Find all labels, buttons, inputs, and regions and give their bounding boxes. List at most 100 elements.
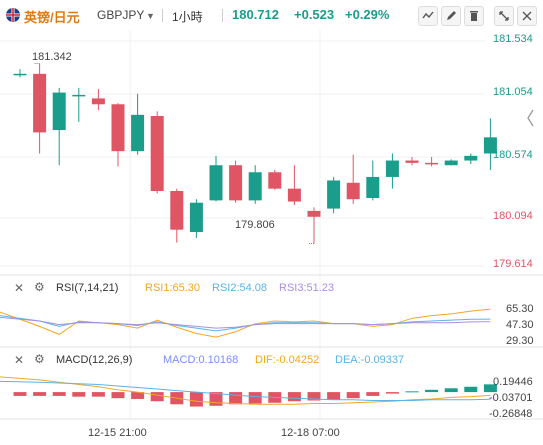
pencil-icon xyxy=(447,11,456,20)
chevron-down-icon[interactable]: ▼ xyxy=(146,11,155,21)
dif-legend: DIF:-0.04252 xyxy=(255,354,320,366)
candle-body xyxy=(327,180,341,209)
rsi-series-line xyxy=(0,316,491,329)
macd-histogram-bar xyxy=(111,392,125,399)
close-button[interactable] xyxy=(517,6,537,26)
low-annotation: 179.806 xyxy=(235,219,275,231)
price-tick: 181.054 xyxy=(493,86,533,98)
candle-body xyxy=(52,92,66,131)
settings-icon[interactable]: ⚙ xyxy=(34,352,45,366)
candle-body xyxy=(287,188,301,202)
macd-histogram-bar xyxy=(33,392,47,396)
macd-histogram-bar xyxy=(385,392,399,394)
indicator-button[interactable] xyxy=(418,6,438,26)
rsi-tick: 47.30 xyxy=(506,319,534,331)
price-change-percent: +0.29% xyxy=(345,7,390,22)
macd-tick: 0.19446 xyxy=(493,376,533,388)
price-tick: 180.574 xyxy=(493,149,533,161)
close-icon[interactable]: ✕ xyxy=(14,281,25,295)
grid-lines xyxy=(0,30,485,419)
time-tick: 12-15 21:00 xyxy=(88,427,147,439)
macd-title: MACD(12,26,9) xyxy=(56,354,133,366)
candle-body xyxy=(150,116,164,191)
trash-icon xyxy=(470,11,478,21)
candle-body xyxy=(268,172,282,189)
price-tick: 180.094 xyxy=(493,210,533,222)
macd-series-line xyxy=(0,380,491,401)
candle-body xyxy=(248,172,262,201)
candle-body xyxy=(405,160,419,163)
candle-body xyxy=(72,94,86,97)
macd-histogram-bar xyxy=(405,391,419,393)
uk-flag-icon xyxy=(6,8,20,22)
interval-selector[interactable]: 1小時 xyxy=(172,10,203,24)
candle-body xyxy=(91,98,105,105)
candles xyxy=(13,63,497,244)
rsi-title: RSI(7,14,21) xyxy=(56,282,119,294)
price-change: +0.523 xyxy=(294,7,335,22)
rsi2-legend: RSI2:54.08 xyxy=(212,282,268,294)
candle-body xyxy=(209,165,223,201)
candle-body xyxy=(483,137,497,154)
macd-histogram-bar xyxy=(72,392,86,397)
expand-icon xyxy=(499,11,509,21)
macd-series-line xyxy=(0,376,491,405)
last-price: 180.712 xyxy=(232,7,279,22)
macd-histogram-bar xyxy=(483,384,497,393)
divider xyxy=(162,9,163,22)
candle-body xyxy=(444,160,458,166)
candle-body xyxy=(189,202,203,233)
candle-body xyxy=(111,104,125,152)
candle-body xyxy=(170,191,184,230)
candle-body xyxy=(13,73,27,76)
divider xyxy=(222,9,223,22)
chart-toolbar: 英镑/日元 GBPJPY ▼ 1小時 180.712 +0.523 +0.29% xyxy=(0,0,543,30)
delete-button[interactable] xyxy=(464,6,484,26)
macd-histogram-bar xyxy=(91,392,105,397)
rsi1-legend: RSI1:65.30 xyxy=(145,282,201,294)
indicator-icon xyxy=(422,11,434,19)
macd-histogram-bar xyxy=(444,388,458,393)
rsi-tick: 29.30 xyxy=(506,335,534,347)
macd-histogram-bar xyxy=(248,392,262,404)
macd-histogram-bar xyxy=(425,389,439,393)
macd-histogram-bar xyxy=(464,386,478,393)
candle-body xyxy=(385,160,399,177)
candle-body xyxy=(33,73,47,133)
price-tick: 181.534 xyxy=(493,33,533,45)
macd-tick: -0.26848 xyxy=(489,408,533,420)
macd-tick: -0.03701 xyxy=(489,392,533,404)
candle-body xyxy=(346,182,360,200)
rsi-panel xyxy=(0,308,491,338)
macd-histogram-bar xyxy=(307,392,321,401)
macd-histogram-bar xyxy=(287,392,301,402)
settings-icon[interactable]: ⚙ xyxy=(34,280,45,294)
candle-body xyxy=(131,114,145,152)
macd-histogram-bar xyxy=(52,392,66,396)
candle-body xyxy=(307,210,321,217)
dea-legend: DEA:-0.09337 xyxy=(335,354,405,366)
rsi-tick: 65.30 xyxy=(506,303,534,315)
price-tick: 179.614 xyxy=(493,258,533,270)
macd-histogram-bar xyxy=(150,392,164,402)
rsi3-legend: RSI3:51.23 xyxy=(279,282,335,294)
macd-legend: MACD:0.10168 xyxy=(163,354,239,366)
macd-panel xyxy=(0,376,497,407)
high-annotation: 181.342 xyxy=(32,51,72,63)
candle-body xyxy=(425,162,439,165)
time-tick: 12-18 07:00 xyxy=(281,427,340,439)
macd-histogram-bar xyxy=(346,392,360,399)
symbol-code[interactable]: GBPJPY xyxy=(97,8,145,22)
chevron-left-icon[interactable] xyxy=(527,109,534,127)
expand-button[interactable] xyxy=(494,6,514,26)
draw-button[interactable] xyxy=(441,6,461,26)
close-icon xyxy=(522,11,532,21)
macd-histogram-bar xyxy=(229,392,243,405)
close-icon[interactable]: ✕ xyxy=(14,353,25,367)
candle-body xyxy=(366,176,380,199)
macd-histogram-bar xyxy=(327,392,341,400)
symbol-name[interactable]: 英镑/日元 xyxy=(24,10,80,25)
macd-histogram-bar xyxy=(13,392,27,396)
macd-histogram-bar xyxy=(366,392,380,396)
